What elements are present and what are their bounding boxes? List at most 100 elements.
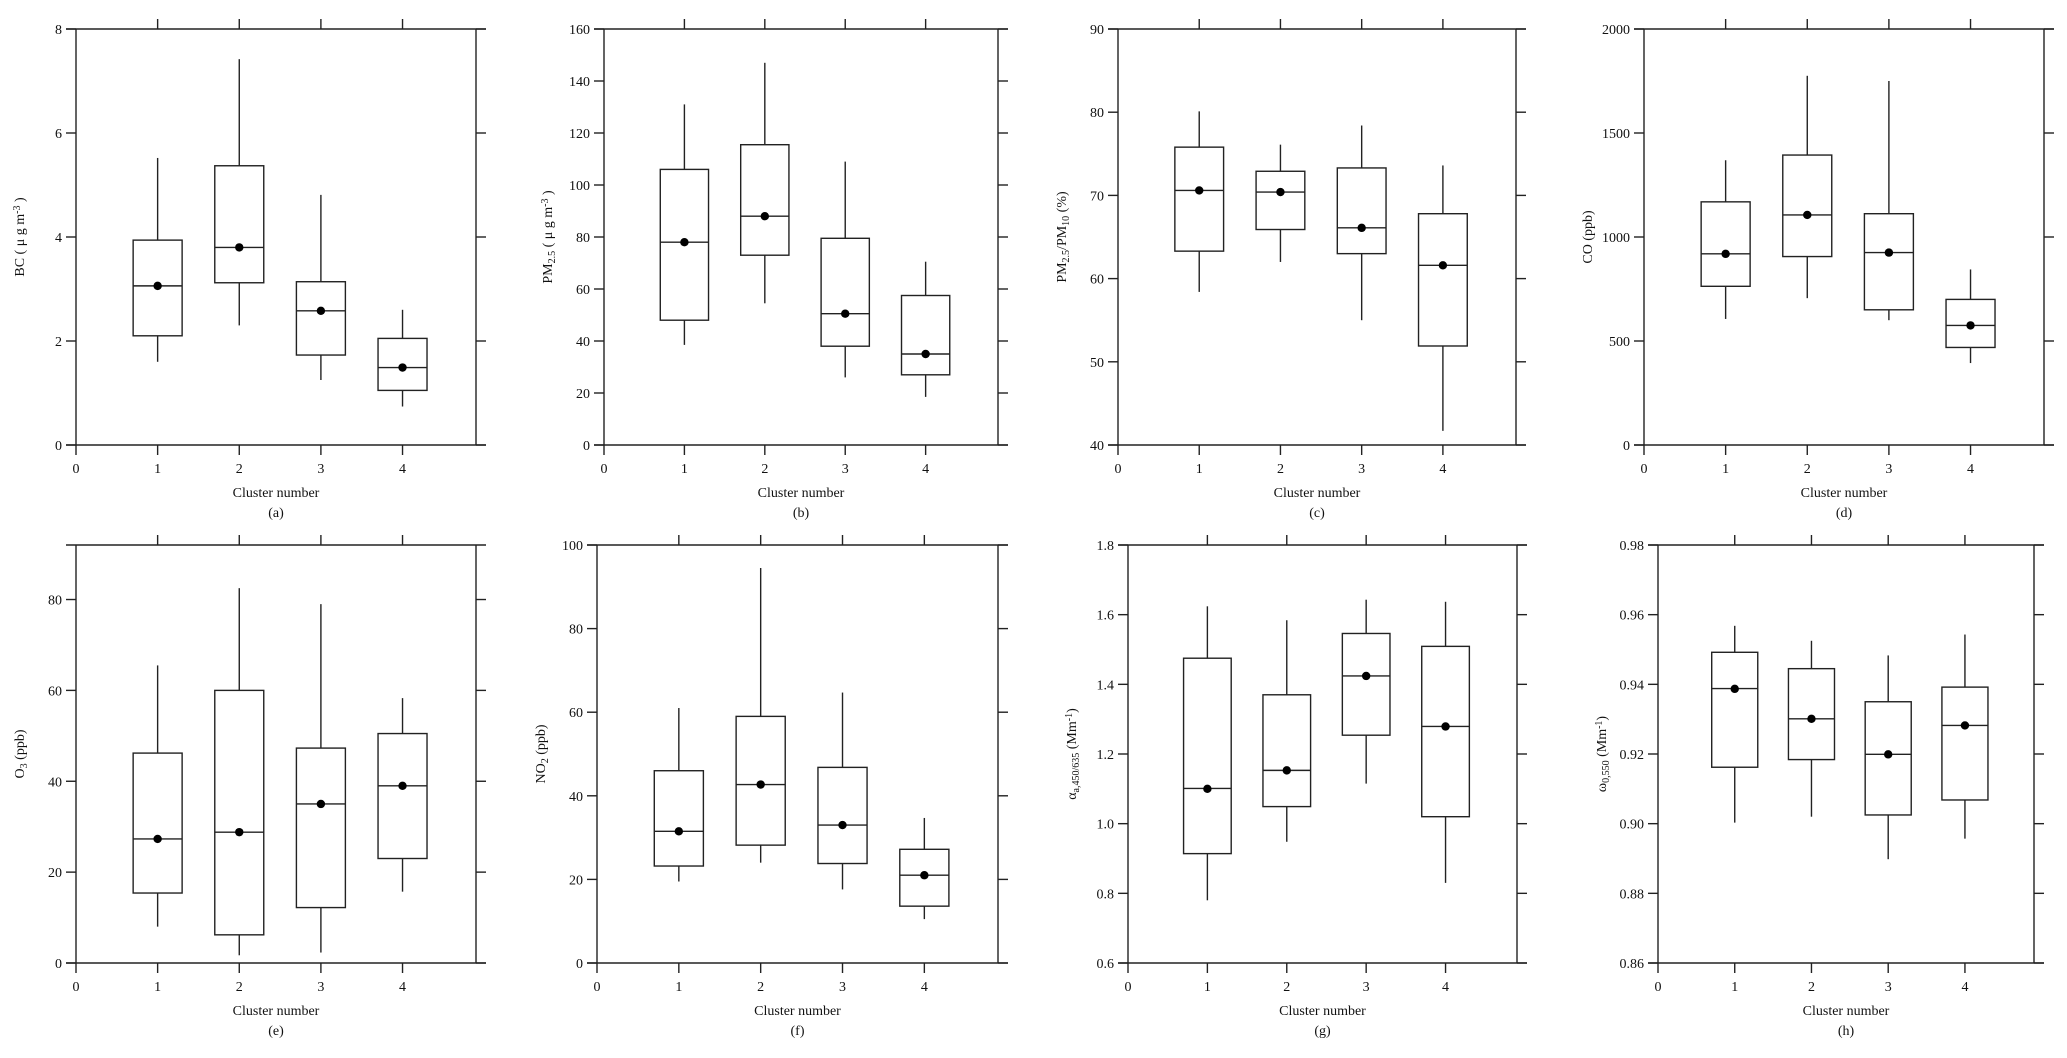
box-cluster-2 [214,588,265,956]
mean-marker [920,871,929,880]
y-tick-label: 100 [562,539,583,554]
y-tick-label: 0 [583,439,590,454]
box-cluster-3 [820,161,871,378]
box-cluster-2 [1262,620,1312,842]
mean-marker [760,212,770,221]
y-tick-label: 0 [576,957,583,972]
box-cluster-4 [1421,601,1471,883]
x-tick-label: 2 [1808,980,1815,995]
y-axis-label-part: PM [541,263,556,284]
y-tick-label: 0.6 [1097,957,1115,972]
y-axis-label-part: 2 [540,758,551,763]
y-tick-label: 1.8 [1097,539,1115,554]
y-axis-label-part: a,450/635 [1071,753,1082,793]
mean-marker [316,799,326,809]
y-axis-label-part: α [1065,792,1080,800]
mean-marker [398,363,407,372]
x-tick-label: 3 [1885,462,1892,477]
x-tick-label: 0 [1655,980,1662,995]
box-cluster-3 [1863,81,1915,321]
panel-label: (d) [1836,506,1853,521]
y-tick-label: 80 [576,231,590,246]
y-axis-label: PM2.5 ( μ g m-3 ) [540,190,558,284]
y-tick-label: 4 [55,231,62,246]
box-cluster-2 [1782,75,1833,299]
y-axis-label-part: 2.5 [547,251,558,264]
y-axis-label-part: (ppb) [13,729,28,763]
x-tick-label: 2 [757,980,764,995]
y-axis-label-part: 0,550 [1601,760,1612,783]
iqr-box [1341,632,1391,736]
x-axis-label: Cluster number [1279,1004,1366,1019]
mean-marker [398,781,407,791]
mean-marker [1361,671,1371,681]
x-tick-label: 3 [1363,980,1370,995]
iqr-box [739,143,790,256]
y-tick-label: 40 [48,775,62,790]
x-tick-label: 1 [681,462,688,477]
mean-marker [921,349,930,359]
x-tick-label: 3 [1885,980,1892,995]
box-cluster-3 [817,692,868,890]
iqr-box [1336,167,1387,255]
panel-label: (c) [1309,506,1325,521]
x-tick-label: 4 [1961,980,1968,995]
iqr-box [1945,298,1996,349]
panel-a: 0 2 4 6 8 0 1 2 3 4 Cluster number (a) BC ( μ g m-3 … [12,19,486,521]
x-tick-label: 3 [842,462,849,477]
iqr-box [1863,213,1915,311]
panel-h: 0.86 0.88 0.90 0.92 0.94 0.96 0.98 0 1 2 3 4 Cluster… [1594,535,2044,1039]
y-tick-label: 60 [1090,273,1104,288]
x-tick-label: 4 [922,462,929,477]
y-tick-label: 20 [569,873,583,888]
mean-marker [1357,223,1366,233]
x-tick-label: 2 [1283,980,1290,995]
x-tick-label: 4 [921,980,928,995]
y-axis-label-part: CO (ppb) [1581,210,1596,264]
mean-marker [1203,784,1212,794]
y-tick-label: 1500 [1602,127,1630,142]
y-tick-label: 0 [55,957,62,972]
box-cluster-4 [377,309,428,407]
iqr-box [820,237,871,347]
x-tick-label: 2 [236,980,243,995]
x-tick-label: 4 [1442,980,1449,995]
mean-marker [235,243,244,252]
y-tick-label: 160 [569,23,590,38]
y-tick-label: 60 [569,706,583,721]
box-cluster-1 [659,104,710,345]
mean-marker [153,834,162,844]
x-tick-label: 3 [1358,462,1365,477]
x-tick-label: 2 [1804,462,1811,477]
x-tick-label: 0 [1641,462,1648,477]
mean-marker [1441,722,1450,731]
box-cluster-4 [900,261,951,397]
y-axis-label: O3 (ppb) [13,729,30,778]
iqr-box [1417,213,1468,347]
x-tick-label: 2 [761,462,768,477]
panel-label: (a) [268,506,284,521]
iqr-box [1255,170,1306,231]
y-axis-label-part: ω [1595,783,1610,792]
y-tick-label: 0.86 [1620,957,1645,972]
y-tick-label: 0 [1623,439,1630,454]
mean-marker [316,306,326,316]
x-axis-label: Cluster number [1801,486,1888,501]
y-tick-label: 80 [569,623,583,638]
panel-g: 0.6 0.8 1.0 1.2 1.4 1.6 1.8 0 1 2 3 4 Cluster number… [1064,535,1527,1039]
y-axis-label: αa,450/635 (Mm-1) [1064,708,1082,800]
mean-marker [1803,210,1812,220]
x-tick-label: 0 [73,980,80,995]
x-tick-label: 3 [317,980,324,995]
y-axis-label: ω0,550 (Mm-1) [1594,716,1612,793]
iqr-box [1787,667,1836,761]
mean-marker [1807,714,1816,724]
y-axis-label-part: ) [13,197,28,206]
y-tick-label: 0.92 [1620,748,1645,763]
box-cluster-3 [1336,125,1387,321]
mean-marker [1195,186,1204,195]
iqr-box [900,294,951,376]
